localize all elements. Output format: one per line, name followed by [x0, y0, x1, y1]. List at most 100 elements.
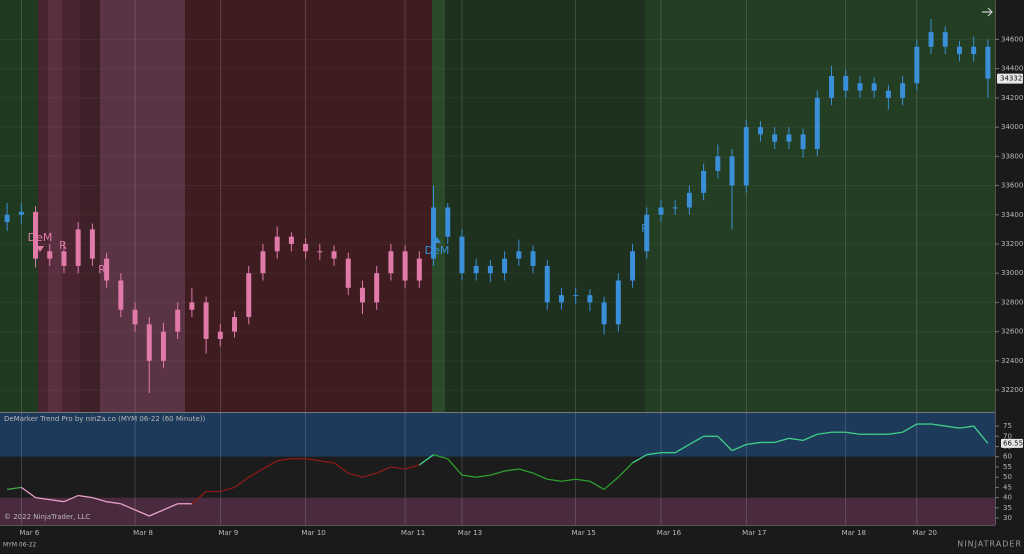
candle-body	[942, 32, 948, 47]
candle	[217, 324, 223, 347]
instrument: MYM 06-22	[3, 542, 37, 549]
candle	[132, 302, 138, 332]
candle-body	[928, 32, 934, 47]
candle-body	[985, 46, 991, 79]
candle-body	[75, 229, 81, 266]
indicator-segment	[973, 425, 989, 444]
y-tick-label: 60	[1003, 453, 1012, 461]
indicator-segment	[7, 486, 22, 491]
candle-body	[445, 207, 451, 237]
y-tick-label: 45	[1003, 483, 1012, 491]
background-bands	[0, 0, 995, 412]
band	[100, 0, 185, 412]
indicator-segment	[106, 501, 121, 505]
indicator-segment	[518, 468, 534, 474]
candle-body	[260, 251, 266, 274]
candle	[587, 289, 593, 312]
indicator-title: DeMarker Trend Pro by ninZa.co (MYM 06-2…	[4, 415, 206, 423]
candle-body	[871, 83, 877, 91]
candle-body	[786, 134, 792, 142]
signal-arrow	[433, 237, 441, 243]
candle-body	[473, 265, 479, 274]
y-tick-label: 35	[1003, 504, 1012, 512]
indicator-segment	[404, 464, 420, 470]
candle-body	[203, 302, 209, 339]
candle	[985, 39, 991, 98]
candle-body	[857, 83, 863, 91]
candle-body	[900, 83, 906, 98]
y-tick-label: 55	[1003, 463, 1012, 471]
indicator-segment	[845, 431, 861, 435]
indicator-segment	[945, 425, 960, 429]
value-label: 66.55	[1003, 439, 1023, 447]
x-tick-label: Mar 10	[301, 529, 325, 537]
candle	[487, 260, 493, 282]
candle-body	[487, 265, 493, 274]
candle-body	[61, 251, 67, 266]
candle	[203, 296, 209, 354]
indicator-segment	[674, 443, 690, 454]
y-tick-label: 32200	[1001, 386, 1023, 394]
candle	[232, 311, 238, 338]
marks	[4, 18, 991, 517]
candle-body	[573, 295, 579, 297]
indicator-segment	[817, 431, 832, 435]
brand: NINJATRADER	[957, 540, 1022, 549]
candle-body	[402, 251, 408, 281]
price-label: 34332	[1000, 75, 1022, 83]
band	[645, 0, 995, 412]
candle-body	[544, 265, 550, 303]
candle-body	[558, 295, 564, 303]
x-tick-label: Mar 16	[657, 529, 682, 537]
candle-body	[388, 251, 394, 274]
candle-body	[814, 97, 820, 150]
candle	[459, 229, 465, 281]
candle	[971, 36, 977, 62]
candle-body	[686, 192, 692, 208]
candle	[658, 200, 664, 223]
candle	[516, 239, 522, 266]
candle	[772, 127, 778, 150]
indicator-segment	[220, 486, 235, 493]
indicator-segment	[92, 496, 107, 503]
candle-body	[374, 273, 380, 303]
candle	[701, 163, 707, 201]
candle	[431, 185, 437, 266]
candle-body	[772, 134, 778, 142]
y-tick-label: 75	[1003, 422, 1012, 430]
candle-body	[175, 309, 181, 332]
candle-body	[274, 236, 280, 252]
candle	[47, 243, 53, 266]
signal-label: R	[59, 239, 67, 252]
candle-body	[672, 207, 678, 209]
y-tick-label: 33800	[1001, 152, 1023, 160]
candle-body	[118, 280, 124, 310]
candle	[331, 245, 337, 266]
candle	[416, 251, 422, 288]
indicator-segment	[120, 503, 136, 511]
candle	[544, 260, 550, 310]
signal-label: R	[98, 263, 106, 276]
candle	[942, 26, 948, 55]
indicator-segment	[305, 458, 320, 462]
candle-body	[104, 258, 110, 281]
value-label-box	[1001, 438, 1023, 448]
candle-body	[658, 207, 664, 215]
band	[185, 0, 432, 412]
candle	[672, 200, 678, 215]
candle	[118, 273, 124, 318]
indicator-segment	[63, 494, 79, 503]
candle-body	[644, 214, 650, 252]
candle	[644, 207, 650, 259]
candle-body	[345, 258, 351, 288]
candle-body	[47, 251, 53, 259]
band	[432, 0, 445, 412]
grid	[0, 0, 995, 525]
candle-body	[729, 156, 735, 186]
candle	[146, 317, 152, 394]
candle-body	[189, 302, 195, 310]
zone	[0, 497, 995, 525]
candle-body	[843, 75, 849, 91]
scroll-arrow[interactable]	[982, 7, 993, 17]
